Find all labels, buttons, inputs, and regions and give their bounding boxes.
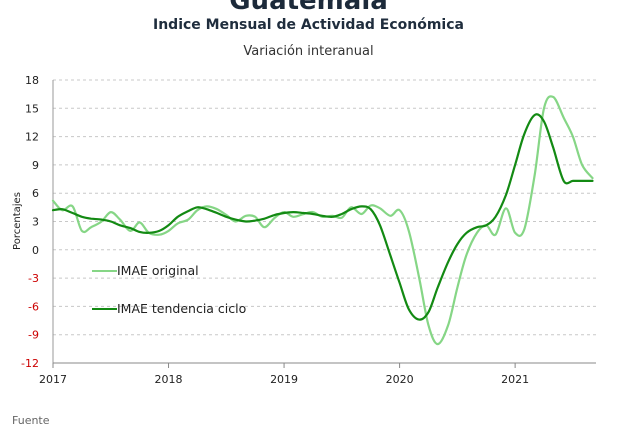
legend-label: IMAE tendencia ciclo: [117, 301, 246, 316]
y-tick-label: 6: [32, 187, 39, 200]
x-tick-label: 2017: [39, 373, 67, 386]
series-layer: [51, 95, 594, 346]
chart-subtitle: Variación interanual: [243, 44, 374, 59]
x-tick-label: 2019: [270, 373, 298, 386]
legend-label: IMAE original: [117, 263, 199, 278]
y-tick-label: -6: [28, 300, 39, 313]
y-tick-label: -3: [28, 272, 39, 285]
chart-title: Indice Mensual de Actividad Económica: [153, 17, 464, 33]
page-top-title: Guatemala: [229, 0, 388, 16]
legend: IMAE original IMAE tendencia ciclo: [92, 263, 246, 316]
x-tick-label: 2018: [155, 373, 183, 386]
y-tick-label: -12: [21, 357, 39, 370]
y-tick-label: -9: [28, 329, 39, 342]
source-footer: Fuente: [12, 414, 50, 427]
y-tick-label: 15: [25, 102, 39, 115]
series-imae-tendencia-ciclo: [51, 113, 594, 321]
y-tick-label: 9: [32, 159, 39, 172]
y-tick-label: 12: [25, 131, 39, 144]
x-tick-label: 2020: [386, 373, 414, 386]
y-tick-label: 0: [32, 244, 39, 257]
x-tick-label: 2021: [501, 373, 529, 386]
y-tick-label: 18: [25, 74, 39, 87]
y-tick-label: 3: [32, 216, 39, 229]
y-axis-label: Porcentajes: [12, 192, 23, 250]
grid-layer: [53, 79, 596, 336]
